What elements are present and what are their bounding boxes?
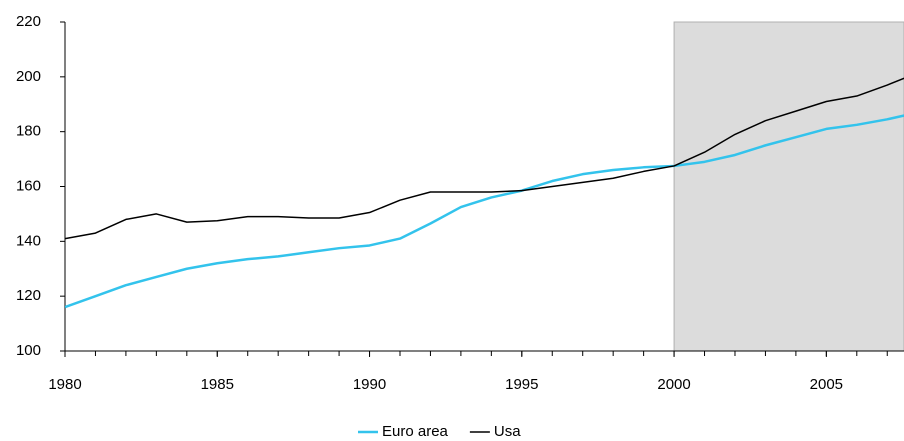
x-tick-label: 1985: [201, 376, 234, 393]
y-tick-label: 180: [16, 123, 41, 140]
y-tick-label: 120: [16, 287, 41, 304]
y-tick-label: 100: [16, 342, 41, 359]
x-tick-label: 2005: [810, 376, 843, 393]
legend-label: Euro area: [382, 423, 449, 440]
x-tick-label: 2000: [657, 376, 690, 393]
x-tick-label: 1980: [48, 376, 81, 393]
plot-area: [65, 77, 904, 309]
x-tick-label: 1990: [353, 376, 386, 393]
line-series: [65, 114, 904, 309]
y-tick-label: 220: [16, 13, 41, 30]
forecast-shade: [673, 21, 904, 352]
line-series: [65, 77, 904, 240]
x-tick-label: 1995: [505, 376, 538, 393]
legend-label: Usa: [494, 423, 521, 440]
y-tick-label: 200: [16, 68, 41, 85]
y-tick-label: 140: [16, 232, 41, 249]
y-tick-label: 160: [16, 177, 41, 194]
